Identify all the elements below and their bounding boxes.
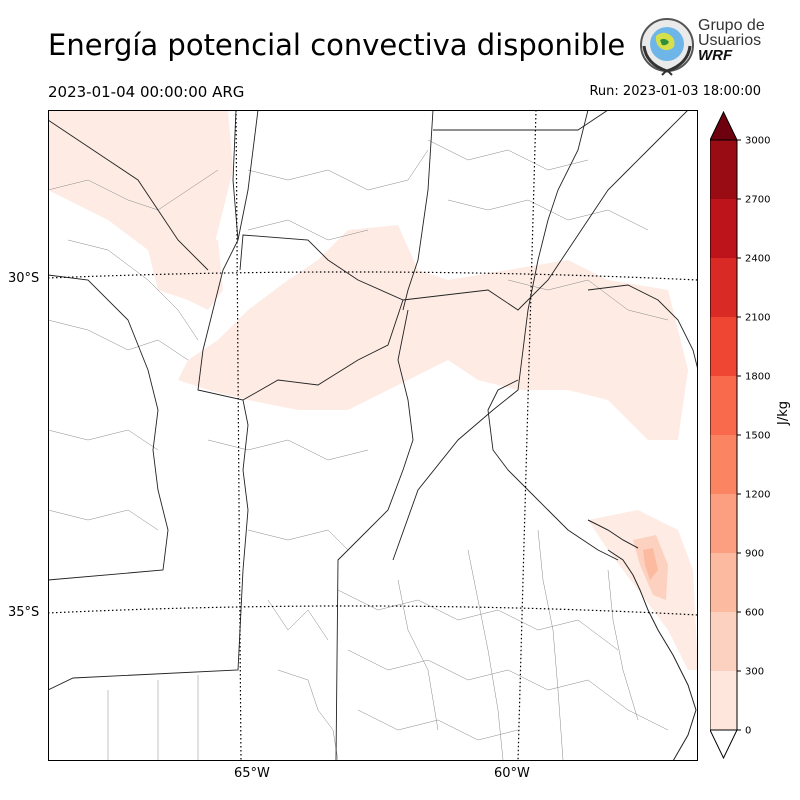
colorbar-bin <box>710 494 737 553</box>
colorbar-extend-max <box>709 110 738 141</box>
province-boundaries <box>48 110 698 761</box>
lon-label-60w: 60°W <box>494 766 530 781</box>
logo-text: Grupo de Usuarios WRF <box>698 17 765 64</box>
colorbar-bin <box>710 199 737 258</box>
colorbar-bin <box>710 258 737 317</box>
colorbar-tick-label: 1200 <box>745 490 770 501</box>
lat-label-35s: 35°S <box>8 605 40 620</box>
logo-line-2: Usuarios <box>698 32 762 49</box>
logo-line-1: Grupo de <box>698 17 765 34</box>
lon-label-65w: 65°W <box>234 766 270 781</box>
cape-shading <box>48 110 698 670</box>
colorbar-tick-label: 1800 <box>745 372 770 383</box>
graticule <box>48 110 698 761</box>
colorbar-bin <box>710 612 737 671</box>
cape-map <box>48 110 698 761</box>
colorbar-tick-label: 3000 <box>745 136 770 147</box>
colorbar-bin <box>710 376 737 435</box>
colorbar-tick-label: 900 <box>745 549 764 560</box>
run-time: Run: 2023-01-03 18:00:00 <box>589 84 761 99</box>
colorbar-bin <box>710 317 737 376</box>
department-boundaries <box>48 139 669 761</box>
colorbar-tick-label: 300 <box>745 667 764 678</box>
wrf-users-group-logo: Grupo de Usuarios WRF <box>638 16 768 76</box>
colorbar-bin <box>710 435 737 494</box>
colorbar-bin <box>710 140 737 199</box>
coastline <box>587 519 697 761</box>
colorbar-tick-label: 2100 <box>745 313 770 324</box>
map-title: Energía potencial convectiva disponible <box>48 28 626 62</box>
colorbar-tick-label: 0 <box>745 726 751 737</box>
colorbar: 0 300 600 900 1200 1500 1800 2100 2400 2700 3000 <box>709 110 780 762</box>
lat-label-30s: 30°S <box>8 271 40 286</box>
valid-time: 2023-01-04 00:00:00 ARG <box>48 83 245 101</box>
cape-shading-higher <box>633 535 668 600</box>
colorbar-tick-label: 1500 <box>745 431 770 442</box>
colorbar-tick-label: 2400 <box>745 254 770 265</box>
colorbar-tick-label: 600 <box>745 608 764 619</box>
colorbar-unit-label: J/kg <box>776 401 791 425</box>
colorbar-bin <box>710 671 737 730</box>
logo-line-3: WRF <box>698 47 733 64</box>
colorbar-bin <box>710 553 737 612</box>
colorbar-extend-min <box>709 729 738 760</box>
laurel-globe-icon <box>640 18 694 76</box>
map-frame <box>48 110 698 761</box>
colorbar-tick-label: 2700 <box>745 195 770 206</box>
